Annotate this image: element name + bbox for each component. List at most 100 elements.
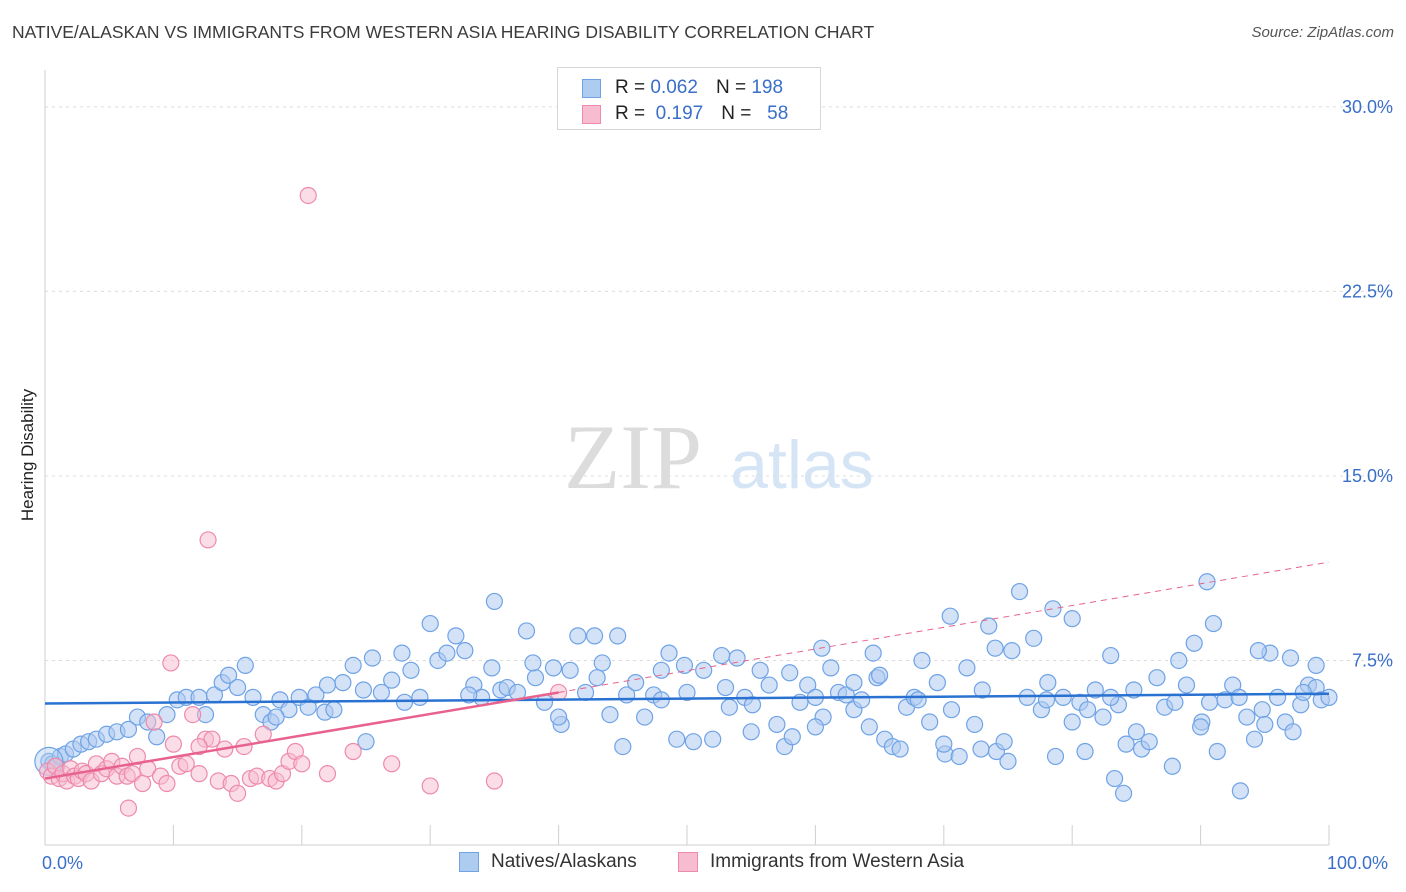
data-point-western-asia <box>203 730 221 748</box>
data-point-natives <box>704 730 722 748</box>
data-point-natives <box>783 728 801 746</box>
legend-item-western-asia: Immigrants from Western Asia <box>678 851 964 873</box>
data-point-natives <box>1079 701 1097 719</box>
data-point-western-asia <box>383 755 401 773</box>
data-point-natives <box>1256 715 1274 734</box>
data-point-natives <box>1054 688 1072 706</box>
data-point-natives <box>743 696 762 714</box>
n-value: 198 <box>751 77 784 98</box>
data-point-natives <box>870 666 889 684</box>
data-point-natives <box>354 681 373 699</box>
data-point-natives <box>1094 708 1112 726</box>
data-point-natives <box>995 733 1013 751</box>
data-point-western-asia <box>344 742 362 761</box>
data-point-natives <box>1076 742 1094 761</box>
x-tick-label-max: 100.0% <box>1327 853 1389 873</box>
gridlines <box>45 106 1393 661</box>
n-label: N = <box>721 103 752 124</box>
data-point-natives <box>1114 784 1133 802</box>
data-point-natives <box>1063 610 1081 628</box>
data-point-natives <box>483 659 501 677</box>
data-point-natives <box>1200 693 1219 711</box>
data-point-natives <box>695 661 713 679</box>
r-value: 0.062 <box>650 77 698 98</box>
data-point-natives <box>1166 693 1184 711</box>
data-point-natives <box>549 708 568 726</box>
data-point-natives <box>1269 688 1287 706</box>
data-point-natives <box>1127 723 1146 741</box>
data-point-natives <box>1208 742 1226 761</box>
data-point-natives <box>1307 656 1325 674</box>
data-point-natives <box>148 728 166 746</box>
data-point-western-asia <box>190 737 208 756</box>
data-point-natives <box>958 659 976 677</box>
data-point-natives <box>1284 723 1302 741</box>
data-point-natives <box>1320 688 1338 706</box>
r-value: 0.197 <box>655 103 704 124</box>
r-label: R = <box>615 103 646 124</box>
data-point-natives <box>588 669 606 687</box>
data-point-natives <box>627 674 645 692</box>
data-point-western-asia <box>119 799 138 817</box>
data-point-natives <box>393 644 411 662</box>
data-point-natives <box>1281 649 1300 667</box>
data-point-western-asia <box>229 784 247 802</box>
data-point-natives <box>675 656 694 674</box>
trend-line-natives <box>44 692 1330 705</box>
data-point-natives <box>1018 688 1036 706</box>
data-point-western-asia <box>421 777 439 795</box>
data-point-natives <box>585 627 604 645</box>
data-point-natives <box>1102 688 1120 706</box>
data-point-natives <box>1249 642 1267 660</box>
data-point-western-asia <box>199 531 217 549</box>
data-point-natives <box>119 720 138 738</box>
data-point-natives <box>1170 651 1188 670</box>
data-point-natives <box>1140 733 1158 751</box>
data-point-natives <box>1046 747 1065 766</box>
stats-legend: R = 0.062 N = 198 R = 0.197 N = 58 <box>557 67 821 130</box>
data-point-natives <box>411 688 429 706</box>
data-point-natives <box>1148 669 1166 687</box>
stats-row-natives: R = 0.062 N = 198 <box>582 77 783 99</box>
data-point-natives <box>935 735 953 753</box>
data-point-natives <box>1025 629 1043 647</box>
data-point-western-asia <box>145 713 163 731</box>
trend-lines <box>44 561 1330 780</box>
series-natives-alaskans <box>34 573 1338 802</box>
data-point-natives <box>845 674 863 692</box>
data-point-natives <box>1117 735 1135 753</box>
data-point-natives <box>1245 730 1264 748</box>
data-point-natives <box>325 701 343 719</box>
data-point-natives <box>860 718 878 736</box>
data-point-natives <box>524 654 542 672</box>
data-point-natives <box>986 639 1004 657</box>
data-point-natives <box>402 661 420 679</box>
data-point-natives <box>601 706 619 724</box>
data-point-natives <box>891 740 909 758</box>
data-point-natives <box>636 708 654 726</box>
data-point-natives <box>678 683 696 702</box>
legend-label: Immigrants from Western Asia <box>710 851 965 872</box>
legend-swatch-pink <box>678 852 698 872</box>
data-point-natives <box>751 661 769 679</box>
data-point-natives <box>460 686 478 704</box>
data-point-natives <box>614 737 632 756</box>
data-point-western-asia <box>184 706 202 724</box>
data-point-natives <box>668 730 686 748</box>
data-point-natives <box>1185 634 1203 652</box>
y-tick-label: 15.0% <box>1342 466 1393 486</box>
data-point-natives <box>517 622 536 640</box>
data-point-natives <box>383 671 401 689</box>
data-point-natives <box>357 733 375 751</box>
data-point-natives <box>307 686 325 704</box>
data-point-natives <box>447 627 465 645</box>
data-point-natives <box>593 654 611 672</box>
stats-row-western-asia: R = 0.197 N = 58 <box>582 103 788 125</box>
data-point-natives <box>569 627 587 645</box>
data-point-natives <box>1204 614 1223 633</box>
data-point-natives <box>334 674 352 692</box>
data-point-western-asia <box>299 186 317 205</box>
y-tick-label: 7.5% <box>1352 650 1393 670</box>
data-point-western-asia <box>128 747 147 766</box>
